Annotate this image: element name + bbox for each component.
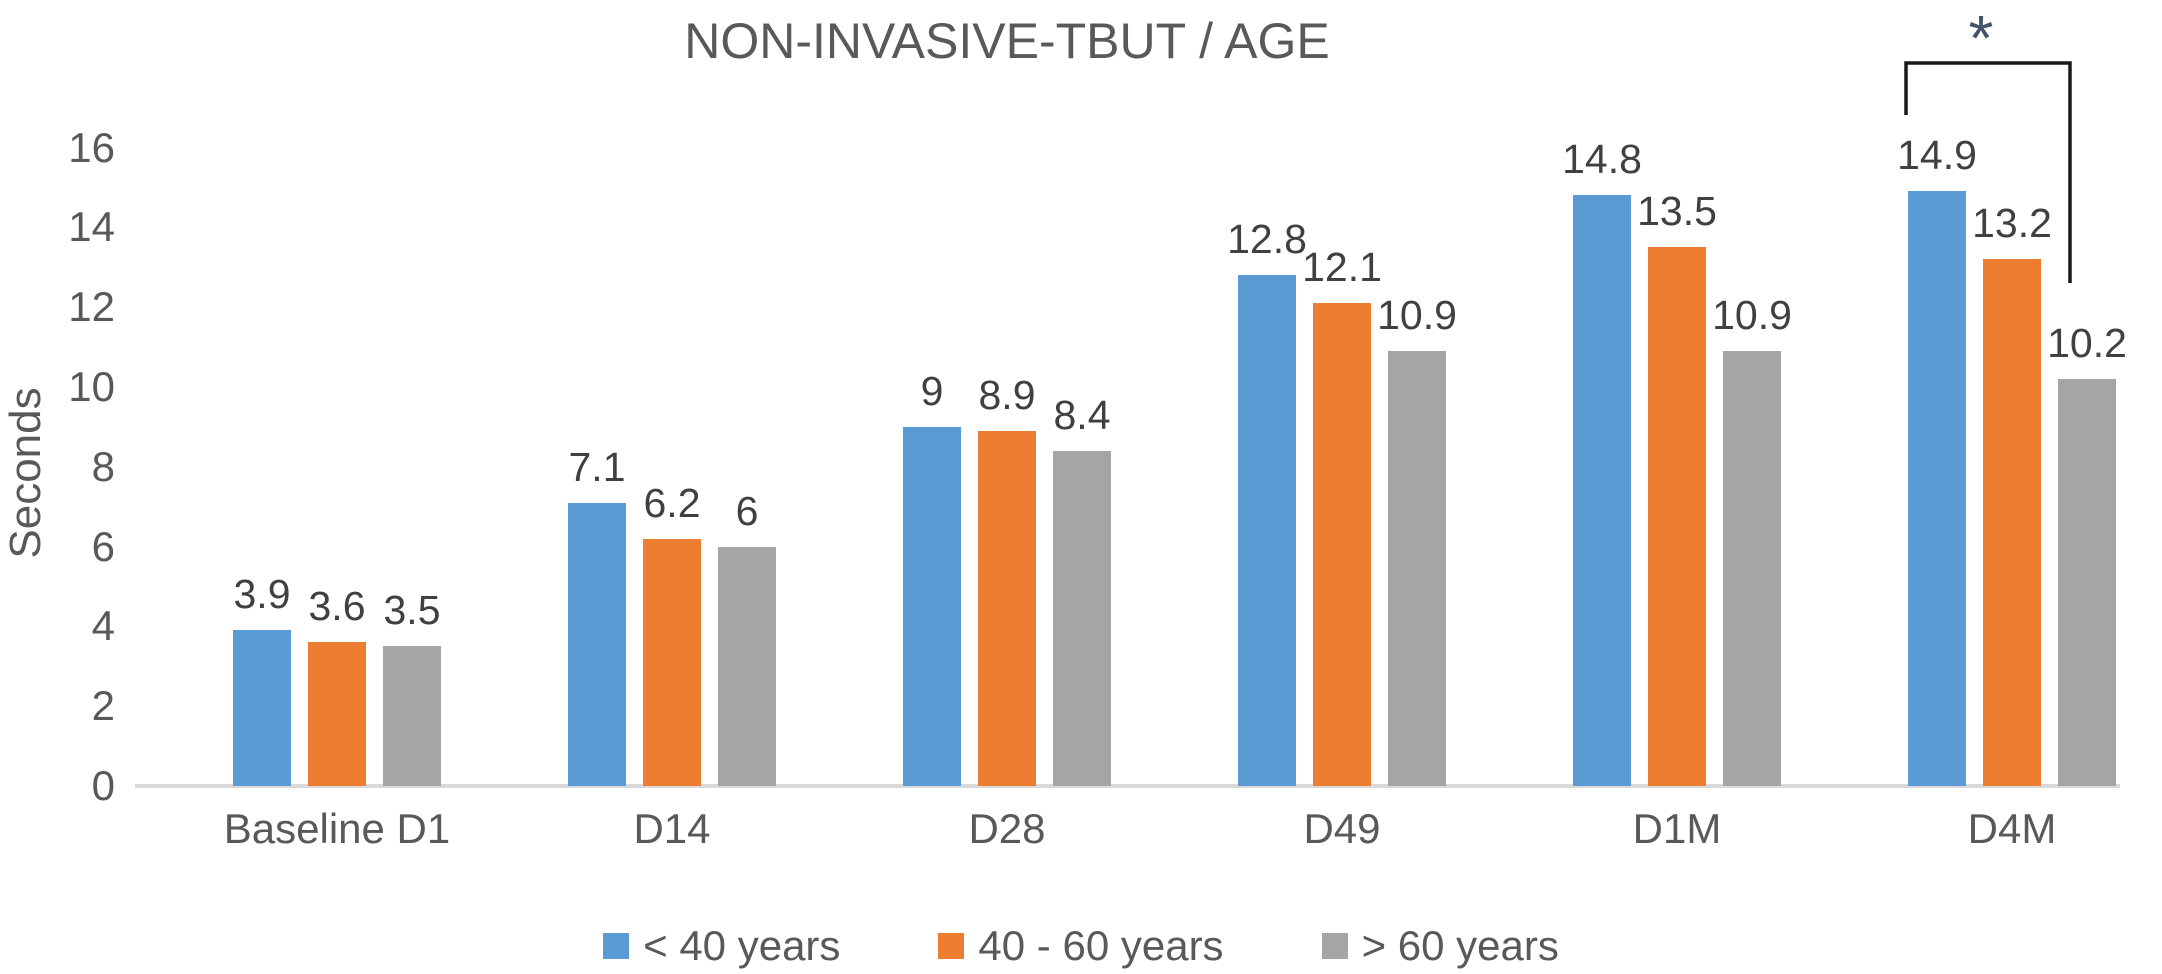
bar-value-label: 6.2 xyxy=(643,480,701,526)
bar-s1-c0 xyxy=(308,642,366,786)
bar-value-label: 10.2 xyxy=(2047,320,2127,366)
bar-s1-c3 xyxy=(1313,303,1371,786)
bar-value-label: 14.9 xyxy=(1897,132,1977,178)
bar-value-label: 7.1 xyxy=(568,444,626,490)
bar-value-label: 14.8 xyxy=(1562,136,1642,182)
bar-s0-c1 xyxy=(568,503,626,786)
legend-swatch-icon xyxy=(603,933,630,959)
bracket-line xyxy=(1904,61,2072,283)
bar-s2-c1 xyxy=(718,547,776,786)
legend-item: < 40 years xyxy=(603,922,840,970)
bar-s1-c1 xyxy=(643,539,701,786)
bar-s0-c4 xyxy=(1573,195,1631,786)
bar-s0-c5 xyxy=(1908,191,1966,786)
bar-value-label: 10.9 xyxy=(1712,292,1792,338)
bar-s2-c3 xyxy=(1388,351,1446,786)
bar-value-label: 3.6 xyxy=(308,583,366,629)
bar-s1-c4 xyxy=(1648,247,1706,786)
bar-value-label: 8.9 xyxy=(978,372,1036,418)
bar-s2-c0 xyxy=(383,646,441,786)
legend-label: > 60 years xyxy=(1361,922,1559,969)
legend-swatch-icon xyxy=(1321,933,1348,959)
bar-s1-c5 xyxy=(1983,259,2041,786)
bar-s1-c2 xyxy=(978,431,1036,786)
x-axis-category-label: D49 xyxy=(1303,805,1381,852)
legend-item: 40 - 60 years xyxy=(938,922,1224,970)
bar-value-label: 12.8 xyxy=(1227,216,1307,262)
x-axis-category-label: Baseline D1 xyxy=(223,805,451,852)
bar-value-label: 3.5 xyxy=(383,587,441,633)
y-tick-label: 10 xyxy=(68,363,115,410)
bar-value-label: 3.9 xyxy=(233,571,291,617)
bar-s2-c5 xyxy=(2058,379,2116,786)
y-tick-label: 16 xyxy=(68,123,115,171)
significance-asterisk: * xyxy=(1968,2,1994,74)
bar-s0-c3 xyxy=(1238,275,1296,786)
legend-label: < 40 years xyxy=(643,922,841,969)
legend-label: 40 - 60 years xyxy=(978,922,1224,969)
legend: < 40 years 40 - 60 years > 60 years xyxy=(0,922,2162,970)
x-axis-category-label: D1M xyxy=(1632,805,1722,852)
bar-s2-c2 xyxy=(1053,451,1111,786)
bar-value-label: 12.1 xyxy=(1302,244,1382,290)
chart-title: NON-INVASIVE-TBUT / AGE xyxy=(684,13,1330,69)
bar-s0-c2 xyxy=(903,427,961,786)
bar-s0-c0 xyxy=(233,630,291,786)
y-tick-label: 6 xyxy=(91,522,115,570)
x-axis-category-label: D28 xyxy=(968,805,1046,852)
bar-value-label: 13.2 xyxy=(1972,200,2052,246)
legend-swatch-icon xyxy=(938,933,965,959)
x-axis-line xyxy=(135,784,2120,788)
y-tick-label: 4 xyxy=(91,602,115,650)
bar-s2-c4 xyxy=(1723,351,1781,786)
legend-item: > 60 years xyxy=(1321,922,1559,970)
bar-value-label: 9 xyxy=(920,368,944,414)
y-tick-label: 0 xyxy=(91,762,115,809)
y-tick-label: 8 xyxy=(91,442,115,490)
x-axis-category-label: D14 xyxy=(633,805,711,852)
y-tick-label: 2 xyxy=(91,682,115,730)
bar-value-label: 13.5 xyxy=(1637,188,1717,234)
y-tick-label: 12 xyxy=(68,283,115,331)
bar-value-label: 6 xyxy=(735,488,759,534)
bar-value-label: 8.4 xyxy=(1053,392,1111,438)
y-tick-label: 14 xyxy=(68,203,115,251)
bar-value-label: 10.9 xyxy=(1377,292,1457,338)
x-axis-category-label: D4M xyxy=(1967,805,2057,852)
